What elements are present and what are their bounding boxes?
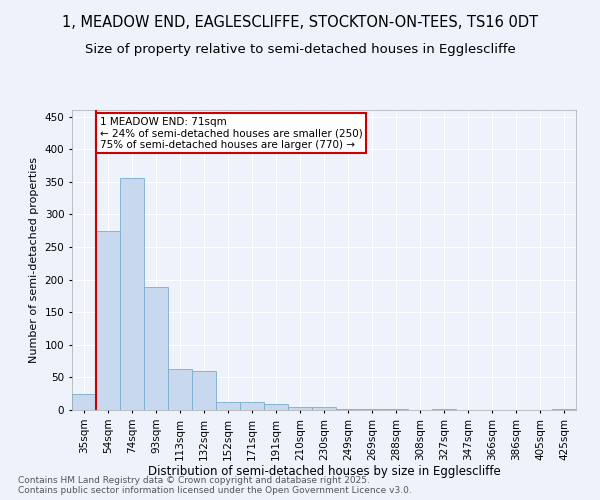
Bar bbox=[288, 406, 312, 410]
Bar bbox=[240, 402, 264, 410]
Bar bbox=[264, 404, 288, 410]
Y-axis label: Number of semi-detached properties: Number of semi-detached properties bbox=[29, 157, 39, 363]
Text: 1 MEADOW END: 71sqm
← 24% of semi-detached houses are smaller (250)
75% of semi-: 1 MEADOW END: 71sqm ← 24% of semi-detach… bbox=[100, 116, 362, 150]
Bar bbox=[552, 408, 576, 410]
Bar bbox=[192, 371, 216, 410]
Bar bbox=[312, 406, 336, 410]
Text: Contains HM Land Registry data © Crown copyright and database right 2025.
Contai: Contains HM Land Registry data © Crown c… bbox=[18, 476, 412, 495]
Bar bbox=[168, 369, 192, 410]
Bar bbox=[216, 402, 240, 410]
Text: Size of property relative to semi-detached houses in Egglescliffe: Size of property relative to semi-detach… bbox=[85, 42, 515, 56]
X-axis label: Distribution of semi-detached houses by size in Egglescliffe: Distribution of semi-detached houses by … bbox=[148, 466, 500, 478]
Bar bbox=[96, 230, 120, 410]
Bar bbox=[120, 178, 144, 410]
Bar bbox=[72, 394, 96, 410]
Bar bbox=[144, 288, 168, 410]
Text: 1, MEADOW END, EAGLESCLIFFE, STOCKTON-ON-TEES, TS16 0DT: 1, MEADOW END, EAGLESCLIFFE, STOCKTON-ON… bbox=[62, 15, 538, 30]
Bar bbox=[432, 408, 456, 410]
